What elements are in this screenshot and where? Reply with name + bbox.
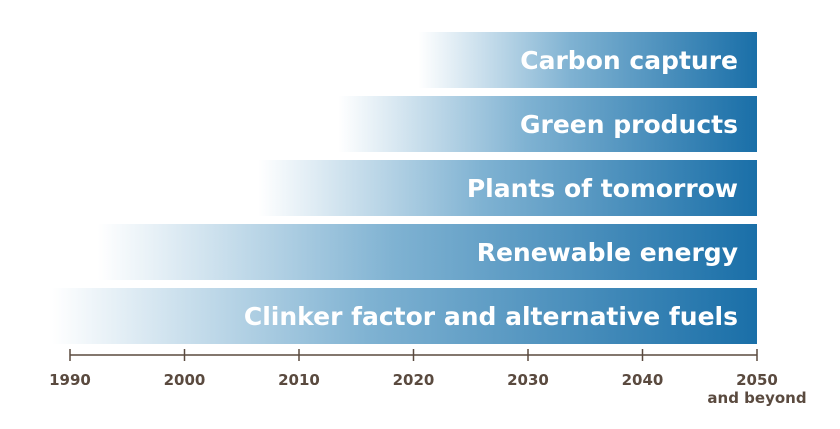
x-tick-label: 2030 [507, 371, 549, 389]
bar-label: Clinker factor and alternative fuels [244, 302, 738, 331]
x-tick-label: 2010 [278, 371, 320, 389]
x-tick-sublabel: and beyond [707, 389, 806, 407]
bar-label: Green products [520, 110, 738, 139]
bar-label: Plants of tomorrow [467, 174, 738, 203]
bar-label: Renewable energy [477, 238, 738, 267]
x-tick-label: 2050 [736, 371, 778, 389]
bar-green-products [338, 96, 757, 152]
x-tick-label: 2040 [622, 371, 664, 389]
bar-renewable-energy [97, 224, 758, 280]
x-tick-label: 2000 [164, 371, 206, 389]
bar-carbon-capture [418, 32, 757, 88]
bar-plants-of-tomorrow [258, 160, 757, 216]
bar-label: Carbon capture [520, 46, 738, 75]
x-tick-label: 2020 [393, 371, 435, 389]
x-tick-label: 1990 [49, 371, 91, 389]
bars-layer: Carbon capture Green products Plants of to… [52, 32, 758, 344]
bar-clinker-factor-and-alternative-fuels [52, 288, 757, 344]
